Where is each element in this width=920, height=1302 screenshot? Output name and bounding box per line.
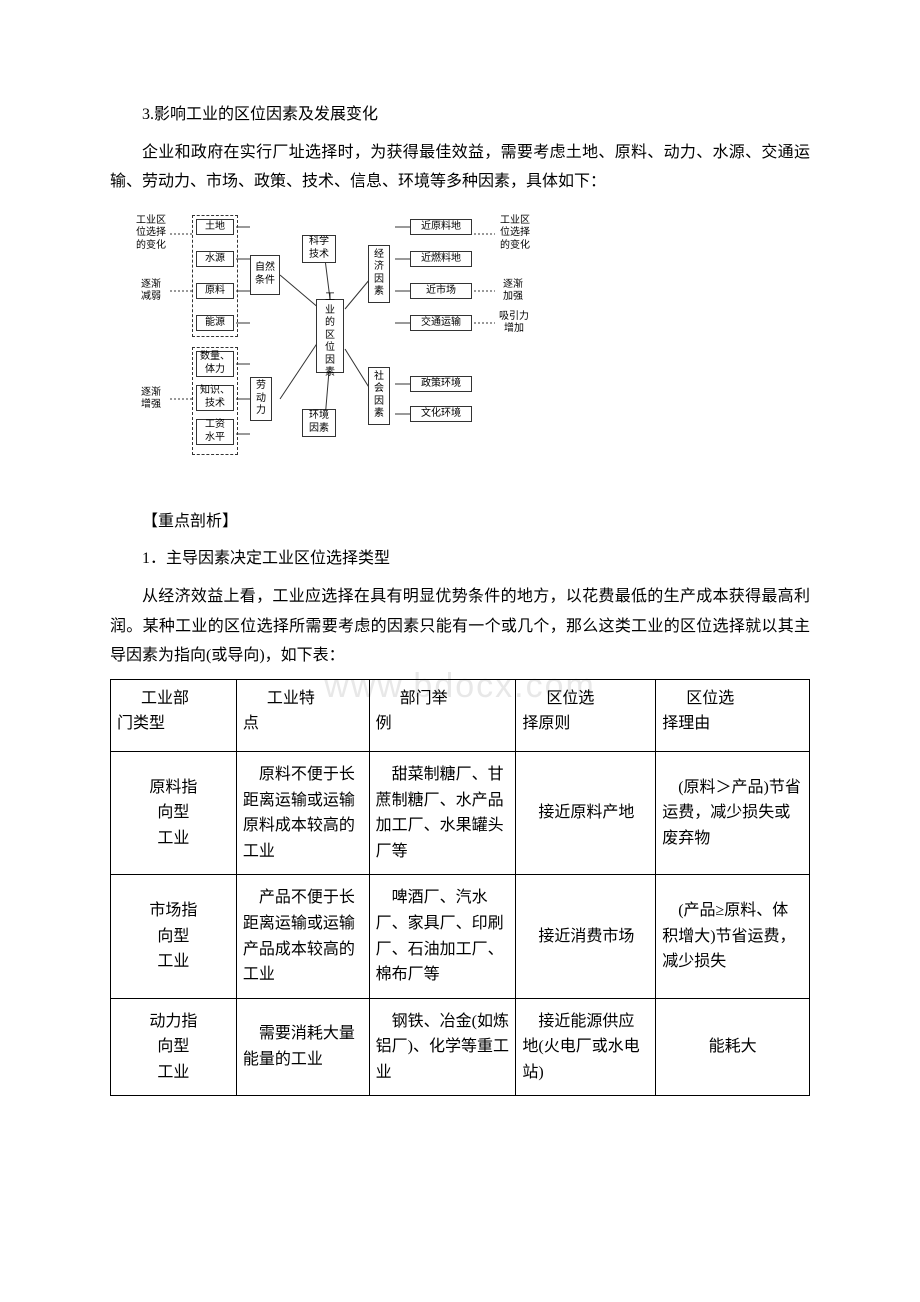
box-near-market: 近市场 xyxy=(410,283,472,299)
cell-example-2: 啤酒厂、汽水厂、家具厂、印刷厂、石油加工厂、棉布厂等 xyxy=(369,875,516,998)
cell-reason-1: (原料＞产品)节省运费，减少损失或废弃物 xyxy=(656,751,810,874)
box-transport: 交通运输 xyxy=(410,315,472,331)
cell-principle-3: 接近能源供应地(火电厂或水电站) xyxy=(516,998,656,1096)
table-row: 动力指 向型 工业 需要消耗大量能量的工业 钢铁、冶金(如炼铝厂)、化学等重工业… xyxy=(111,998,810,1096)
right-label-attract: 吸引力增加 xyxy=(492,311,536,336)
intro-paragraph: 企业和政府在实行厂址选择时，为获得最佳效益，需要考虑土地、原料、动力、水源、交通… xyxy=(110,138,810,197)
box-knowledge: 知识、技术 xyxy=(196,385,234,411)
left-label-top: 工业区位选择的变化 xyxy=(130,215,172,253)
th-type: 工业部门类型 xyxy=(111,679,237,751)
th-principle: 区位选择原则 xyxy=(516,679,656,751)
box-center-factors: 工业的区位因素 xyxy=(316,299,344,373)
right-label-top: 工业区位选择的变化 xyxy=(494,215,536,253)
analysis-heading: 【重点剖析】 xyxy=(110,507,810,537)
location-factors-diagram: 工业区位选择的变化 逐渐减弱 逐渐增强 土地 水源 原料 能源 自然条件 数量、… xyxy=(110,209,810,489)
heading-section-3: 3.影响工业的区位因素及发展变化 xyxy=(110,100,810,130)
box-water: 水源 xyxy=(196,251,234,267)
table-row: 市场指 向型 工业 产品不便于长距离运输或运输产品成本较高的工业 啤酒厂、汽水厂… xyxy=(111,875,810,998)
left-label-weaken: 逐渐减弱 xyxy=(134,279,168,304)
box-policy-env: 政策环境 xyxy=(410,376,472,392)
box-energy: 能源 xyxy=(196,315,234,331)
box-natural-conditions: 自然条件 xyxy=(250,255,280,295)
cell-example-1: 甜菜制糖厂、甘蔗制糖厂、水产品加工厂、水果罐头厂等 xyxy=(369,751,516,874)
box-material: 原料 xyxy=(196,283,234,299)
box-land: 土地 xyxy=(196,219,234,235)
cell-feature-1: 原料不便于长距离运输或运输原料成本较高的工业 xyxy=(236,751,369,874)
box-science-tech: 科学技术 xyxy=(302,235,336,263)
box-environment: 环境因素 xyxy=(302,409,336,437)
box-economic: 经济因素 xyxy=(368,245,390,303)
box-quantity: 数量、体力 xyxy=(196,351,234,377)
box-society: 社会因素 xyxy=(368,367,390,425)
box-near-fuel: 近燃料地 xyxy=(410,251,472,267)
box-culture-env: 文化环境 xyxy=(410,406,472,422)
box-wage: 工资水平 xyxy=(196,419,234,445)
cell-principle-2: 接近消费市场 xyxy=(516,875,656,998)
cell-reason-3: 能耗大 xyxy=(656,998,810,1096)
table-header-row: 工业部门类型 工业特点 部门举例 区位选择原则 区位选择理由 xyxy=(111,679,810,751)
left-label-strengthen: 逐渐增强 xyxy=(134,387,168,412)
box-near-material: 近原料地 xyxy=(410,219,472,235)
cell-reason-2: (产品≥原料、体积增大)节省运费，减少损失 xyxy=(656,875,810,998)
cell-example-3: 钢铁、冶金(如炼铝厂)、化学等重工业 xyxy=(369,998,516,1096)
th-feature: 工业特点 xyxy=(236,679,369,751)
industry-types-table: 工业部门类型 工业特点 部门举例 区位选择原则 区位选择理由 原料指 向型 工 xyxy=(110,679,810,1097)
table-row: 原料指 向型 工业 原料不便于长距离运输或运输原料成本较高的工业 甜菜制糖厂、甘… xyxy=(111,751,810,874)
explanation-paragraph: 从经济效益上看，工业应选择在具有明显优势条件的地方，以花费最低的生产成本获得最高… xyxy=(110,582,810,671)
cell-type-3: 动力指 向型 工业 xyxy=(111,998,237,1096)
box-labor: 劳动力 xyxy=(250,377,272,421)
cell-type-2: 市场指 向型 工业 xyxy=(111,875,237,998)
cell-type-1: 原料指 向型 工业 xyxy=(111,751,237,874)
right-label-strengthen: 逐渐加强 xyxy=(496,279,530,304)
th-example: 部门举例 xyxy=(369,679,516,751)
subheading-1: 1．主导因素决定工业区位选择类型 xyxy=(110,544,810,574)
cell-principle-1: 接近原料产地 xyxy=(516,751,656,874)
cell-feature-2: 产品不便于长距离运输或运输产品成本较高的工业 xyxy=(236,875,369,998)
cell-feature-3: 需要消耗大量能量的工业 xyxy=(236,998,369,1096)
th-reason: 区位选择理由 xyxy=(656,679,810,751)
